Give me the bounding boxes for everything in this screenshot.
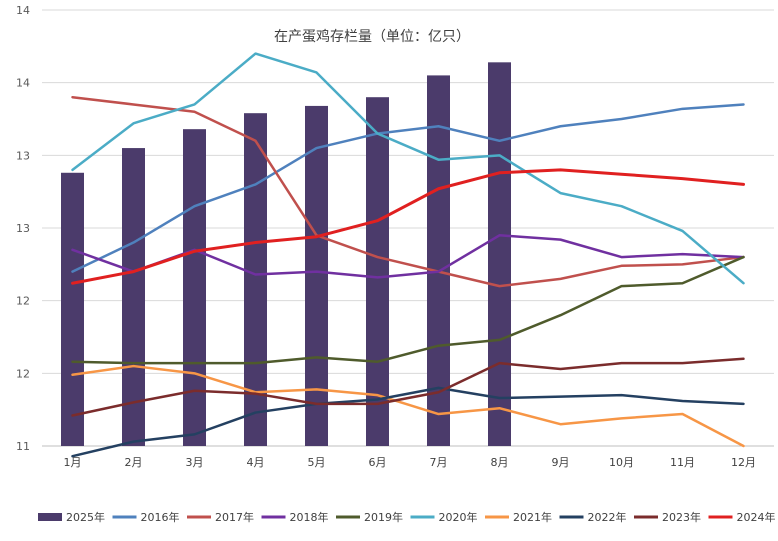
y-tick-label: 13 (16, 222, 30, 235)
y-tick-label: 14 (16, 4, 30, 17)
x-tick-label: 4月 (247, 456, 265, 469)
x-tick-label: 1月 (64, 456, 82, 469)
series-line (71, 364, 745, 448)
chart-title: 在产蛋鸡存栏量（单位：亿只） (274, 28, 470, 45)
legend-label: 2024年 (737, 510, 776, 524)
bar (183, 129, 206, 446)
legend-label: 2025年 (66, 510, 105, 524)
legend-label: 2021年 (513, 510, 552, 524)
x-tick-label: 5月 (308, 456, 326, 469)
y-tick-label: 14 (16, 77, 30, 90)
x-tick-label: 3月 (186, 456, 204, 469)
x-tick-label: 10月 (609, 456, 634, 469)
bar (488, 62, 511, 446)
legend-label: 2023年 (662, 510, 701, 524)
x-tick-label: 9月 (552, 456, 570, 469)
x-tick-label: 8月 (491, 456, 509, 469)
y-tick-label: 12 (16, 367, 30, 380)
legend-swatch (38, 513, 62, 521)
y-tick-label: 11 (16, 440, 30, 453)
series-line (71, 255, 745, 365)
x-tick-label: 11月 (670, 456, 695, 469)
bar (61, 172, 84, 447)
axis-layer: 11 12 12 13 13 14 14 1月 2月 3月 4月 5月 6月 7月 8月 9月 10月 11月 12… (16, 4, 774, 469)
series-line (71, 386, 745, 458)
line-layer (71, 52, 745, 458)
legend-label: 2018年 (290, 510, 329, 524)
legend-label: 2020年 (439, 510, 478, 524)
series-line (71, 95, 745, 288)
bar (305, 105, 328, 447)
legend-label: 2019年 (364, 510, 403, 524)
legend-label: 2016年 (141, 510, 180, 524)
bar (427, 75, 450, 447)
y-tick-label: 13 (16, 149, 30, 162)
x-tick-label: 12月 (731, 456, 756, 469)
x-tick-label: 2月 (125, 456, 143, 469)
bar (122, 148, 145, 447)
series-line (71, 168, 745, 285)
series-line (71, 52, 745, 285)
x-tick-label: 7月 (430, 456, 448, 469)
series-line (71, 103, 745, 273)
bar (366, 97, 389, 446)
y-tick-label: 12 (16, 295, 30, 308)
legend-label: 2017年 (215, 510, 254, 524)
legend-label: 2022年 (588, 510, 627, 524)
series-line (71, 357, 745, 417)
legend: 2025年 2016年 2017年 2018年 2019年 2020年 2021年 2022年… (38, 510, 776, 524)
bar-layer (61, 62, 511, 447)
x-tick-label: 6月 (369, 456, 387, 469)
